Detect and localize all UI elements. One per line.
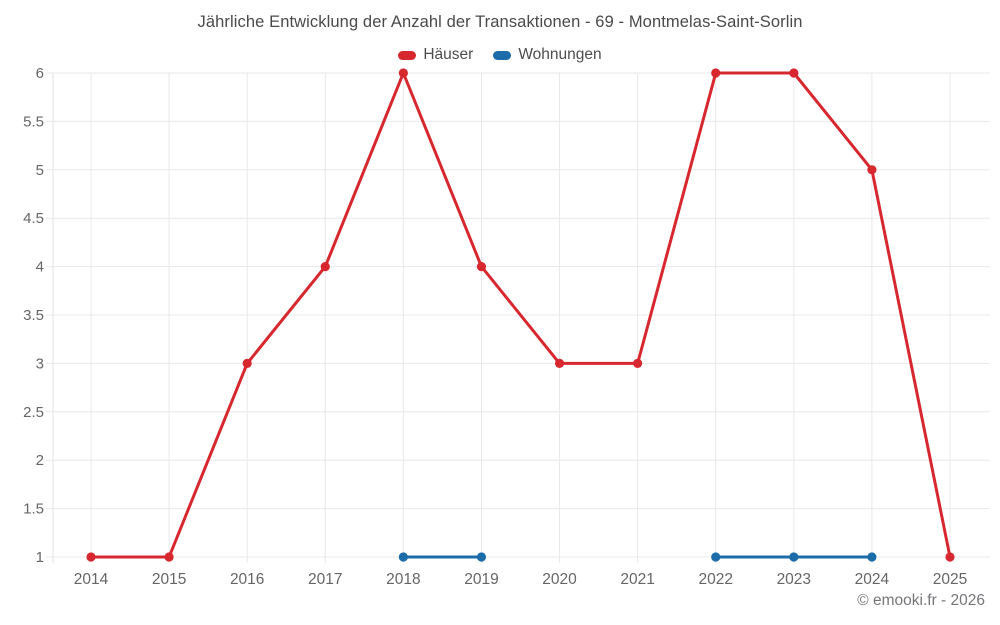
data-point[interactable]	[164, 552, 174, 562]
data-point[interactable]	[867, 165, 877, 175]
data-point[interactable]	[945, 552, 955, 562]
copyright: © emooki.fr - 2026	[857, 592, 985, 609]
series-line-0	[89, 71, 952, 559]
y-axis-tick-label: 1	[36, 549, 44, 566]
x-axis-tick-label: 2023	[777, 571, 811, 588]
data-point[interactable]	[398, 552, 408, 562]
data-point[interactable]	[398, 68, 408, 78]
data-point[interactable]	[476, 262, 487, 272]
data-point[interactable]	[711, 552, 721, 562]
x-axis-tick-label: 2018	[386, 571, 420, 588]
data-point[interactable]	[86, 552, 96, 562]
x-axis-tick-label: 2015	[152, 571, 186, 588]
haeuser-series-swatch	[398, 50, 417, 60]
data-point[interactable]	[242, 358, 252, 368]
y-axis-tick-label: 3	[36, 355, 44, 372]
y-axis-tick-label: 4	[36, 259, 44, 276]
y-axis-tick-label: 4.5	[23, 210, 44, 227]
x-axis-tick-label: 2021	[620, 571, 654, 588]
wohnungen-series-swatch	[493, 50, 512, 60]
y-axis-tick-label: 1.5	[23, 501, 44, 518]
haeuser-series-label: Häuser	[423, 46, 474, 63]
x-axis-tick-label: 2017	[308, 571, 342, 588]
x-axis-tick-label: 2024	[855, 571, 890, 588]
x-axis-tick-label: 2020	[542, 571, 577, 588]
data-point[interactable]	[320, 262, 330, 272]
y-axis-tick-label: 3.5	[23, 307, 44, 324]
legend-item-haeuser[interactable]: Häuser	[398, 46, 473, 64]
x-axis-tick-label: 2019	[464, 571, 498, 588]
legend-item-wohnungen[interactable]: Wohnungen	[493, 46, 602, 64]
x-axis-tick-label: 2025	[933, 571, 967, 588]
x-axis-tick-label: 2014	[74, 571, 109, 588]
wohnungen-series-label: Wohnungen	[518, 46, 602, 63]
y-axis-tick-label: 5	[36, 162, 44, 179]
chart-title: Jährliche Entwicklung der Anzahl der Tra…	[197, 13, 803, 31]
y-axis-tick-label: 6	[36, 65, 44, 82]
legend: Häuser Wohnungen	[0, 46, 1000, 64]
x-axis-tick-label: 2022	[698, 571, 732, 588]
y-axis-tick-label: 5.5	[23, 113, 44, 130]
y-axis-tick-label: 2	[36, 452, 44, 469]
data-point[interactable]	[711, 68, 721, 78]
data-point[interactable]	[789, 68, 799, 78]
y-axis-tick-label: 2.5	[23, 404, 44, 421]
data-point[interactable]	[867, 552, 877, 562]
data-point[interactable]	[789, 552, 799, 562]
data-point[interactable]	[476, 552, 487, 562]
data-point[interactable]	[633, 358, 643, 368]
data-point[interactable]	[554, 358, 565, 368]
x-axis-tick-label: 2016	[230, 571, 264, 588]
